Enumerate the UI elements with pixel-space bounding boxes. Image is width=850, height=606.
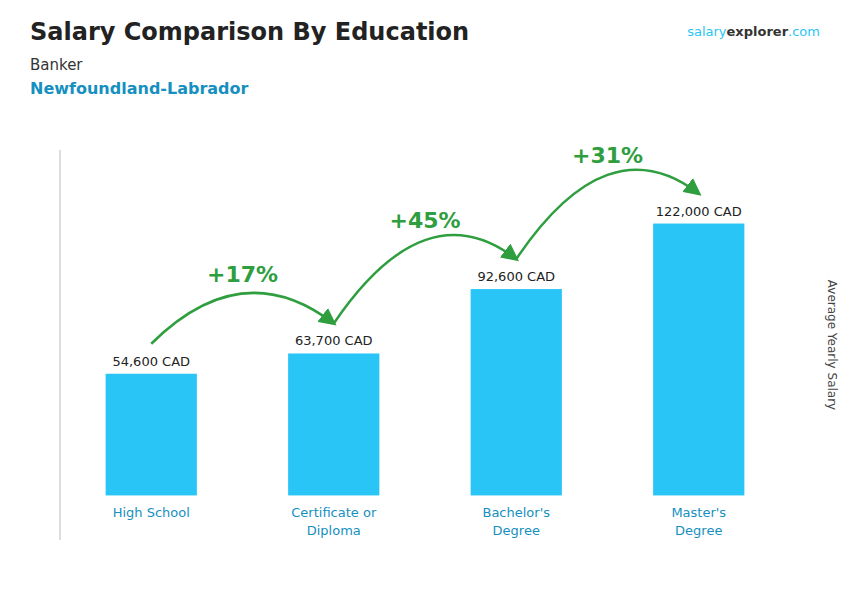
title: Salary Comparison By Education	[30, 18, 469, 46]
category-line: Master's	[671, 505, 726, 520]
bar	[653, 224, 744, 496]
chart: Salary Comparison By Education salaryexpl…	[0, 0, 850, 606]
subtitle: Banker	[30, 56, 83, 74]
category-line: Bachelor's	[482, 505, 550, 520]
bar	[288, 353, 379, 495]
annotation-arrow	[151, 293, 334, 344]
category-line: Degree	[493, 523, 540, 538]
credit-part: salary	[687, 24, 727, 39]
data-label: 63,700 CAD	[295, 333, 373, 348]
bar	[106, 374, 197, 496]
category-label: Master's Degree	[671, 505, 726, 538]
data-label: 54,600 CAD	[112, 354, 190, 369]
annotation: +45%	[389, 208, 460, 233]
y-axis-label: Average Yearly Salary	[825, 280, 839, 410]
category-line: High School	[113, 505, 190, 520]
category-line: Certificate or	[291, 505, 377, 520]
data-label: 92,600 CAD	[477, 269, 555, 284]
credit: salaryexplorer.com	[687, 24, 820, 39]
category-label: Certificate or Diploma	[291, 505, 377, 538]
category-line: Degree	[675, 523, 722, 538]
annotation: +17%	[207, 262, 278, 287]
annotation-arrow	[334, 235, 517, 323]
credit-part: .com	[788, 24, 820, 39]
subtitle: Newfoundland-Labrador	[30, 79, 249, 98]
bars	[106, 224, 745, 496]
bar	[471, 289, 562, 495]
category-label: High School	[113, 505, 190, 520]
annotation-arrow	[516, 170, 699, 259]
category-label: Bachelor's Degree	[482, 505, 550, 538]
annotation: +31%	[572, 143, 643, 168]
data-label: 122,000 CAD	[656, 204, 742, 219]
y-axis-line	[60, 150, 61, 540]
credit-part: explorer	[727, 24, 789, 39]
category-line: Diploma	[307, 523, 361, 538]
